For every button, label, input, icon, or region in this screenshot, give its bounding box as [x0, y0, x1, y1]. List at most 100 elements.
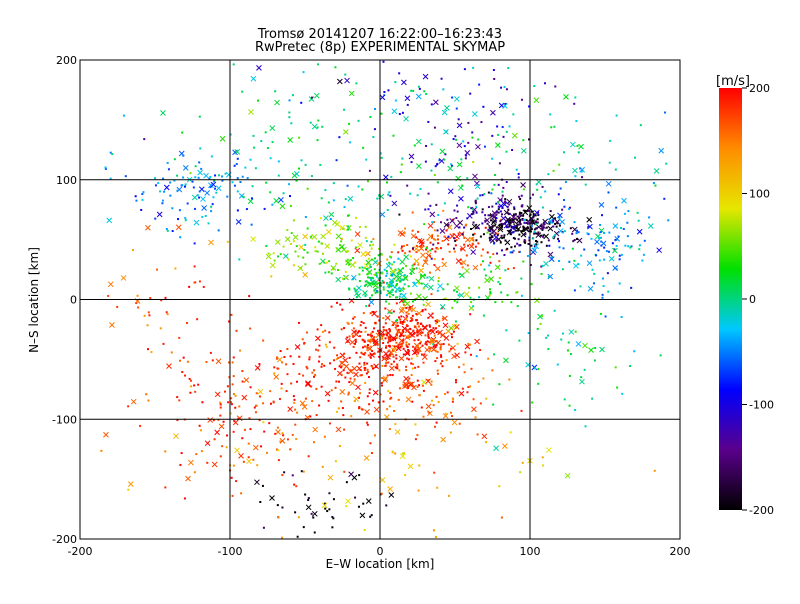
scatter-dot-point: [212, 419, 215, 422]
scatter-dot-point: [568, 206, 571, 209]
scatter-dot-point: [331, 526, 334, 529]
scatter-dot-point: [532, 237, 535, 240]
scatter-dot-point: [411, 400, 414, 403]
scatter-dot-point: [433, 471, 436, 474]
scatter-dot-point: [410, 272, 413, 275]
scatter-cross-point: [526, 205, 533, 211]
scatter-dot-point: [229, 412, 232, 415]
scatter-dot-point: [461, 387, 464, 390]
scatter-dot-point: [618, 254, 621, 257]
scatter-dot-point: [307, 499, 310, 502]
scatter-dot-point: [405, 324, 408, 327]
scatter-dot-point: [127, 405, 130, 408]
scatter-dot-point: [369, 356, 372, 359]
scatter-cross-point: [274, 99, 280, 106]
scatter-dot-point: [422, 415, 425, 418]
scatter-dot-point: [384, 364, 387, 367]
scatter-dot-point: [386, 408, 389, 411]
scatter-cross-point: [339, 389, 346, 395]
scatter-dot-point: [407, 348, 410, 351]
scatter-dot-point: [147, 311, 150, 314]
scatter-dot-point: [436, 229, 439, 232]
scatter-dot-point: [287, 438, 290, 441]
scatter-cross-point: [188, 459, 194, 466]
scatter-dot-point: [382, 328, 385, 331]
scatter-dot-point: [528, 105, 531, 108]
scatter-dot-point: [374, 291, 377, 294]
scatter-dot-point: [477, 227, 480, 230]
colorbar: [719, 88, 742, 510]
x-tick-labels: -200 -100 0 100 200: [68, 545, 691, 558]
scatter-cross-point: [379, 477, 386, 483]
scatter-dot-point: [209, 186, 212, 189]
scatter-dot-point: [258, 363, 261, 366]
scatter-dot-point: [435, 395, 438, 398]
scatter-dot-point: [471, 136, 474, 139]
scatter-dot-point: [418, 384, 421, 387]
scatter-dot-point: [641, 259, 644, 262]
scatter-dot-point: [104, 166, 107, 169]
scatter-dot-point: [571, 247, 574, 250]
scatter-dot-point: [251, 185, 254, 188]
scatter-dot-point: [452, 138, 455, 141]
scatter-cross-point: [312, 426, 319, 433]
scatter-dot-point: [196, 318, 199, 321]
scatter-dot-point: [349, 259, 352, 262]
scatter-dot-point: [567, 341, 570, 344]
scatter-dot-point: [295, 245, 298, 248]
scatter-cross-point: [572, 167, 578, 174]
scatter-dot-point: [381, 364, 384, 367]
scatter-cross-point: [120, 275, 127, 281]
scatter-dot-point: [361, 188, 364, 191]
scatter-dot-point: [382, 342, 385, 345]
scatter-dot-point: [259, 395, 262, 398]
scatter-dot-point: [483, 145, 486, 148]
scatter-dot-point: [433, 174, 436, 177]
scatter-dot-point: [476, 197, 479, 200]
scatter-cross-point: [355, 292, 362, 299]
scatter-dot-point: [249, 386, 252, 389]
scatter-dot-point: [357, 331, 360, 334]
scatter-dot-point: [420, 274, 423, 277]
scatter-dot-point: [197, 176, 200, 179]
scatter-dot-point: [535, 227, 538, 230]
scatter-dot-point: [469, 343, 472, 346]
scatter-dot-point: [454, 135, 457, 138]
scatter-cross-point: [363, 455, 370, 461]
scatter-dot-point: [358, 362, 361, 365]
scatter-dot-point: [420, 244, 423, 247]
scatter-dot-point: [411, 314, 414, 317]
scatter-dot-point: [372, 336, 375, 339]
scatter-cross-point: [337, 370, 343, 377]
scatter-dot-point: [385, 300, 388, 303]
scatter-dot-point: [276, 504, 279, 507]
scatter-dot-point: [453, 237, 456, 240]
scatter-dot-point: [292, 240, 295, 243]
scatter-dot-point: [362, 502, 365, 505]
scatter-dot-point: [563, 205, 566, 208]
scatter-dot-point: [357, 119, 360, 122]
scatter-dot-point: [615, 206, 618, 209]
scatter-points: [100, 60, 670, 539]
scatter-cross-point: [490, 109, 496, 116]
scatter-dot-point: [519, 471, 522, 474]
scatter-dot-point: [527, 227, 530, 230]
scatter-cross-point: [439, 228, 446, 234]
scatter-dot-point: [418, 349, 421, 352]
scatter-dot-point: [593, 359, 596, 362]
scatter-dot-point: [231, 494, 234, 497]
scatter-dot-point: [627, 245, 630, 248]
scatter-dot-point: [559, 187, 562, 190]
scatter-dot-point: [302, 526, 305, 529]
scatter-cross-point: [432, 99, 439, 106]
scatter-dot-point: [557, 193, 560, 196]
scatter-dot-point: [406, 103, 409, 106]
scatter-dot-point: [593, 282, 596, 285]
scatter-dot-point: [587, 233, 590, 236]
scatter-dot-point: [388, 311, 391, 314]
scatter-dot-point: [466, 177, 469, 180]
scatter-dot-point: [292, 264, 295, 267]
scatter-dot-point: [330, 389, 333, 392]
scatter-dot-point: [390, 363, 393, 366]
scatter-dot-point: [239, 349, 242, 352]
